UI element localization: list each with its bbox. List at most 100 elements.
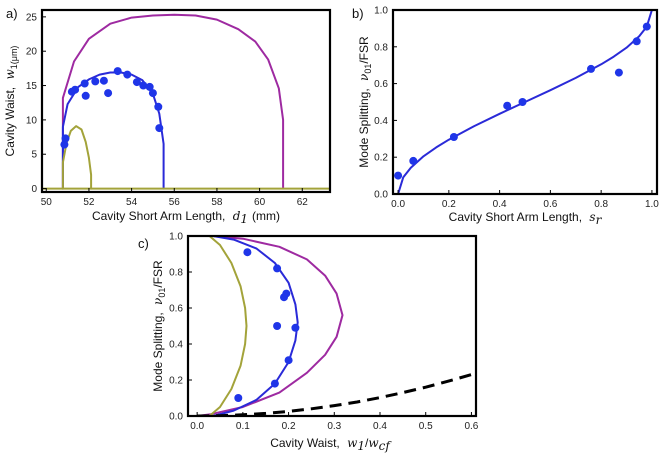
panel-c-xlabel-sub2: cf	[379, 439, 393, 453]
panel-c-ylabel-math: ν	[151, 298, 165, 305]
panel-c-ytick-label: 0.8	[169, 268, 183, 279]
panel-a-xtick-label: 58	[211, 197, 223, 208]
panel-b-ylabel-tail: /FSR	[357, 36, 371, 64]
panel-c-data-point	[270, 379, 279, 388]
panel-a-data-point	[80, 79, 89, 88]
panel-a-xlabel-sub: 1	[240, 212, 248, 226]
panel-b-data-point	[503, 101, 512, 110]
panel-a-xlabel: Cavity Short Arm Length, d1 (mm)	[92, 209, 280, 226]
panel-c-line-olive	[208, 236, 248, 416]
panel-a-frame	[40, 8, 332, 194]
panel-c-xtick-label: 0.4	[373, 421, 387, 432]
panel-a-data-point	[132, 78, 141, 87]
panel-a-ytick-label: 0	[31, 184, 37, 195]
panel-b-ytick-label: 0.0	[374, 190, 388, 201]
panel-a-ylabel-sub: 1(μm)	[9, 46, 19, 70]
panel-c-ytick-label: 0.2	[169, 376, 183, 387]
panel-c-data-point	[284, 356, 293, 365]
panel-c-xlabel-sub: 1	[357, 439, 365, 453]
panel-b-xlabel: Cavity Short Arm Length, sr	[449, 210, 603, 227]
panel-a-data-point	[61, 134, 70, 143]
panel-a-data-point	[60, 140, 69, 149]
panel-c-frame	[186, 234, 478, 418]
panel-b-xtick-label: 0.4	[493, 199, 507, 210]
panel-a-ytick-label: 15	[26, 81, 38, 92]
panel-c-series	[196, 236, 472, 416]
panel-b-xtick-label: 0.0	[391, 199, 405, 210]
panel-b-ylabel-sub: 01	[363, 64, 373, 74]
panel-a-data-point	[145, 82, 154, 91]
panel-a-xtick-label: 52	[83, 197, 95, 208]
panel-b-data-point	[587, 64, 595, 73]
panel-a-ytick-label: 20	[26, 47, 38, 58]
panel-a-data-point	[71, 85, 80, 94]
panel-a-line-purple	[61, 13, 285, 190]
panel-a-ylabel-math: w	[3, 69, 17, 80]
panel-a-data-point	[123, 70, 132, 79]
panel-a-data-point	[154, 102, 163, 111]
panel-c-xlabel-tail: /	[365, 436, 369, 450]
panel-c-points	[234, 248, 300, 402]
panel-c-data-point	[273, 322, 282, 330]
panel-c-ticks: 0.0 0.1 0.2 0.3 0.4 0.5 0.6 0.0 0.2 0.4 0.6 0.8 1.0	[169, 232, 479, 433]
panel-b-label: b)	[352, 6, 364, 21]
panel-b-ytick-label: 1.0	[374, 6, 388, 17]
panel-c-xtick-label: 0.5	[419, 421, 433, 432]
panel-a-data-point	[81, 91, 90, 100]
panel-b-plot	[394, 10, 653, 194]
panel-b-data-point	[518, 98, 527, 106]
panel-a-xtick-label: 50	[41, 197, 53, 208]
panel-b-ytick-label: 0.6	[374, 79, 388, 90]
panel-c-data-point	[273, 264, 282, 273]
panel-c-xtick-label: 0.0	[190, 421, 204, 432]
panel-a-ticks: 50 52 54 56 58 60 62 0 5 10 15 20 25	[26, 12, 308, 208]
panel-a-data-point	[113, 67, 122, 76]
panel-a-data-point	[139, 81, 148, 90]
panel-c-ylabel-tail: /FSR	[151, 260, 165, 288]
panel-c: c) 0.0 0.1 0.2 0.3 0.4 0.5 0.6 0.0 0.2 0.4 0.6 0.8 1…	[138, 232, 479, 454]
panel-b-points	[394, 22, 651, 180]
panel-c-plot	[196, 236, 472, 416]
panel-b-data-point	[449, 133, 458, 141]
panel-a-label: a)	[6, 6, 18, 21]
panel-c-xlabel: Cavity Waist, w1/wcf	[270, 436, 392, 453]
panel-c-xtick-label: 0.2	[282, 421, 296, 432]
panel-a-xtick-label: 56	[169, 197, 181, 208]
panel-c-label: c)	[138, 236, 149, 251]
panel-b-data-point	[632, 37, 641, 46]
panel-b-xtick-label: 0.2	[442, 199, 456, 210]
panel-a-xtick-label: 60	[254, 197, 266, 208]
panel-c-xlabel-text: Cavity Waist,	[270, 436, 340, 450]
panel-a-xlabel-text: Cavity Short Arm Length,	[92, 209, 225, 223]
panel-c-xtick-label: 0.1	[236, 421, 250, 432]
panel-c-ytick-label: 0.0	[169, 412, 183, 423]
panel-c-data-point	[234, 394, 243, 402]
panel-a-ytick-label: 5	[31, 150, 37, 161]
panel-b-xtick-label: 1.0	[645, 199, 659, 210]
panel-b-ytick-label: 0.4	[374, 116, 388, 127]
panel-b-xlabel-text: Cavity Short Arm Length,	[449, 210, 582, 224]
panel-b-ylabel: Mode Splitting, ν01/FSR	[357, 36, 373, 168]
panel-b-xtick-label: 0.8	[594, 199, 608, 210]
panel-c-ylabel-text: Mode Splitting,	[151, 312, 165, 391]
panel-a-series	[42, 13, 330, 190]
panel-b: b) 0.0 0.2 0.4 0.6 0.8 1.00.00.20.40.60.81.0 …	[352, 6, 659, 228]
panel-a-xtick-label: 62	[297, 197, 309, 208]
panel-a-xtick-label: 54	[126, 197, 138, 208]
panel-a-ylabel-text: Cavity Waist,	[3, 87, 17, 157]
panel-b-data-point	[394, 171, 403, 180]
panel-b-data-point	[642, 22, 651, 31]
panel-c-line-purple	[196, 236, 344, 416]
panel-a-ylabel: Cavity Waist, w1(μm)	[3, 46, 19, 157]
panel-b-ylabel-math: ν	[357, 74, 371, 81]
panel-a-points	[60, 67, 164, 149]
panel-a-data-point	[99, 76, 108, 85]
panel-b-frame	[391, 8, 659, 196]
panel-c-line-blue	[212, 236, 299, 416]
panel-b-data-point	[409, 156, 418, 165]
panel-c-ytick-label: 1.0	[169, 232, 183, 243]
panel-b-ytick-label: 0.2	[374, 153, 388, 164]
panel-b-ticks: 0.0 0.2 0.4 0.6 0.8 1.0 0.0 0.2 0.4 0.6 0.8 1.0	[374, 6, 659, 211]
panel-c-data-point	[282, 289, 291, 298]
